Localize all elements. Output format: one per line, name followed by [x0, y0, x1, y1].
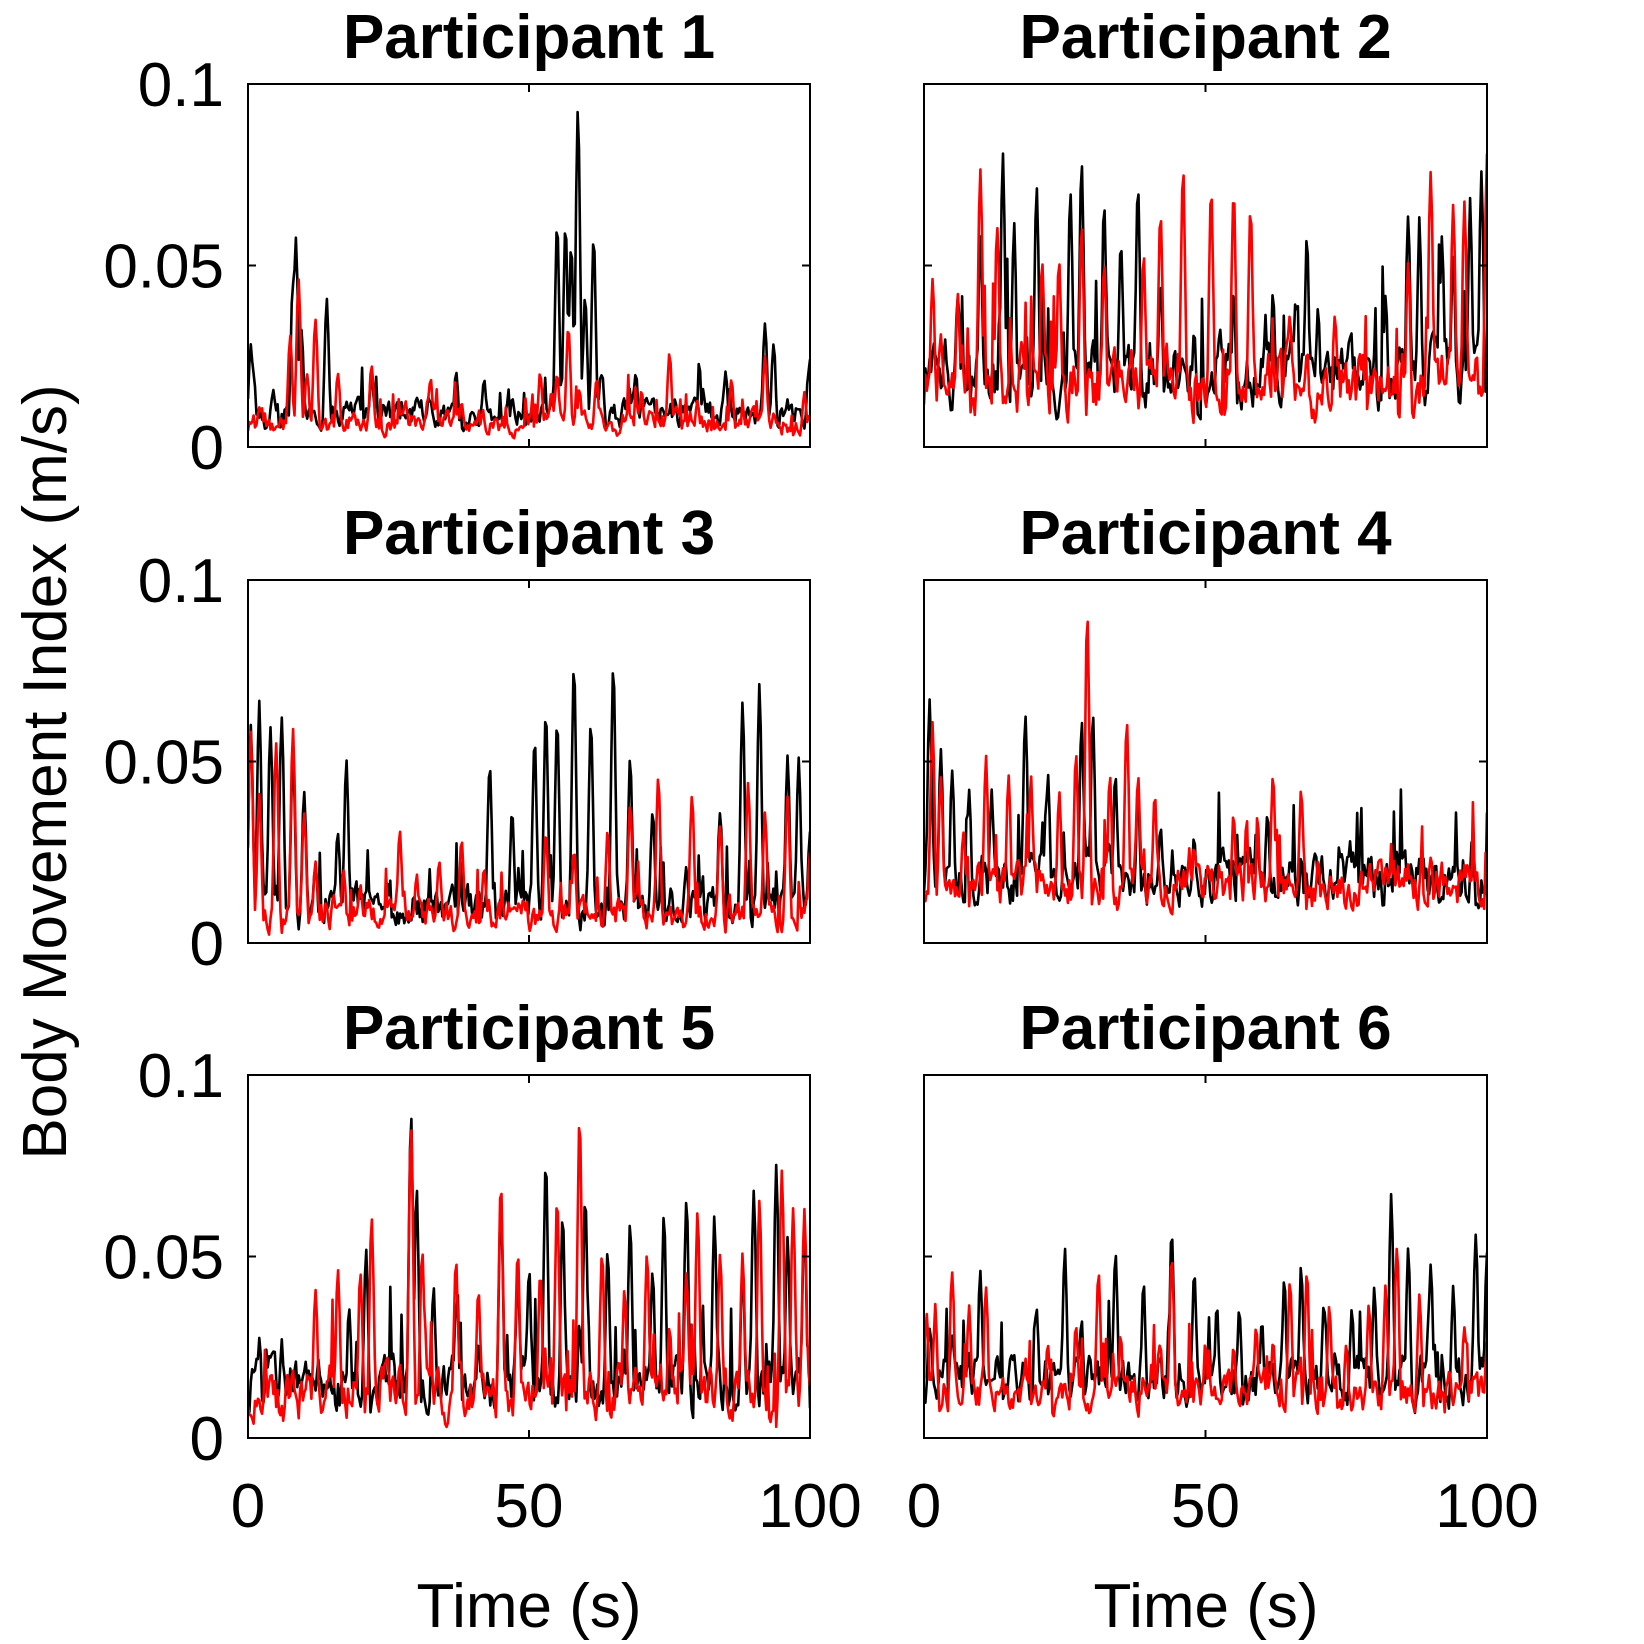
y-tick-label: 0.1 — [138, 1042, 224, 1111]
series-line-black — [924, 1192, 1487, 1415]
series-line-black — [248, 672, 810, 932]
y-tick-label: 0.1 — [138, 51, 224, 120]
y-tick-label: 0.05 — [103, 729, 224, 798]
panel-6: Participant 6 0 50 100 — [907, 994, 1539, 1541]
x-tick-label: 100 — [758, 1472, 861, 1541]
panel-title: Participant 2 — [1019, 3, 1391, 72]
series-line-red — [924, 153, 1487, 425]
panel-title: Participant 5 — [343, 994, 715, 1063]
series-line-red — [248, 727, 810, 936]
panel-title: Participant 1 — [343, 3, 715, 72]
series-line-red — [248, 1126, 810, 1429]
panel-1: Participant 1 0 0.05 0.1 — [103, 3, 811, 483]
panel-5: Participant 5 0 0.05 0.1 0 50 100 — [103, 994, 861, 1541]
x-tick-label: 50 — [1171, 1472, 1240, 1541]
panel-title: Participant 6 — [1019, 994, 1391, 1063]
y-tick-label: 0.05 — [103, 1224, 224, 1293]
series-line-red — [248, 278, 810, 440]
panel-title: Participant 4 — [1019, 499, 1392, 568]
y-axis-label: Body Movement Index (m/s) — [11, 384, 80, 1159]
x-axis-label-left: Time (s) — [417, 1572, 642, 1641]
x-tick-label: 50 — [495, 1472, 564, 1541]
plot-frame — [247, 83, 811, 448]
y-tick-label: 0 — [190, 910, 224, 979]
y-tick-label: 0.1 — [138, 547, 224, 616]
panels: Participant 1 0 0.05 0.1 Participant 2 Partic… — [103, 3, 1538, 1541]
x-tick-label: 0 — [231, 1472, 265, 1541]
panel-title: Participant 3 — [343, 499, 715, 568]
panel-3: Participant 3 0 0.05 0.1 — [103, 499, 811, 979]
x-tick-label: 0 — [907, 1472, 941, 1541]
series-line-red — [924, 1247, 1487, 1418]
panel-4: Participant 4 — [923, 499, 1488, 944]
series-line-black — [248, 110, 810, 433]
panel-2: Participant 2 — [923, 3, 1488, 448]
x-axis-label-right: Time (s) — [1094, 1572, 1319, 1641]
y-tick-label: 0 — [190, 414, 224, 483]
y-tick-label: 0.05 — [103, 233, 224, 302]
series-line-red — [924, 620, 1487, 916]
y-tick-label: 0 — [190, 1405, 224, 1474]
x-tick-label: 100 — [1435, 1472, 1538, 1541]
